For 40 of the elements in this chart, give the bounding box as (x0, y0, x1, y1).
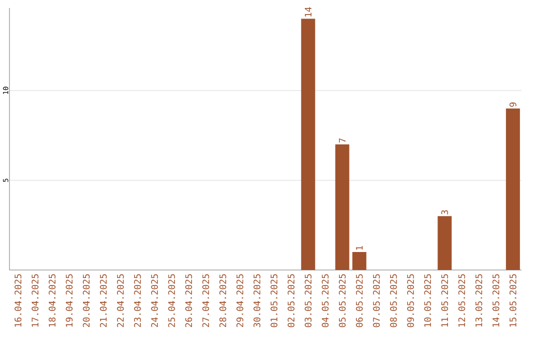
data-label: 7 (338, 138, 346, 143)
x-tick-label: 07.05.2025 (373, 274, 380, 328)
x-tick-label: 29.04.2025 (236, 274, 244, 328)
data-label: 1 (356, 246, 363, 250)
bar (335, 144, 350, 270)
x-tick-label: 02.05.2025 (288, 274, 294, 328)
x-tick-label: 04.05.2025 (322, 274, 329, 328)
x-tick-label: 30.04.2025 (254, 274, 260, 328)
x-tick-label: 09.05.2025 (407, 274, 414, 328)
x-tick-label: 28.04.2025 (219, 274, 226, 328)
x-tick-label: 25.04.2025 (168, 274, 176, 328)
x-tick-label: 15.05.2025 (510, 274, 516, 327)
x-tick-label: 13.05.2025 (475, 274, 482, 327)
bar (506, 108, 520, 270)
x-tick-label: 03.05.2025 (304, 274, 312, 328)
x-tick-label: 20.04.2025 (82, 274, 90, 328)
data-label: 9 (510, 102, 516, 107)
bar (352, 252, 366, 270)
x-tick-label: 11.05.2025 (441, 274, 448, 327)
bar (301, 18, 316, 270)
x-tick-label: 17.04.2025 (32, 274, 38, 327)
x-tick-label: 08.05.2025 (390, 274, 397, 328)
data-label: 14 (304, 7, 312, 16)
x-tick-label: 23.04.2025 (134, 274, 141, 328)
x-tick-label: 21.04.2025 (100, 274, 107, 328)
x-tick-label: 19.04.2025 (66, 274, 73, 327)
bar (438, 216, 452, 270)
data-label: 3 (441, 210, 448, 214)
x-tick-label: 14.05.2025 (492, 274, 500, 327)
x-tick-label: 22.04.2025 (116, 274, 124, 328)
x-tick-label: 06.05.2025 (356, 274, 363, 328)
x-tick-label: 05.05.2025 (338, 274, 346, 328)
x-tick-label: 18.04.2025 (48, 274, 56, 327)
x-tick-label: 26.04.2025 (185, 274, 192, 328)
x-tick-label: 10.05.2025 (424, 274, 432, 327)
x-tick-label: 12.05.2025 (458, 274, 466, 327)
x-tick-label: 27.04.2025 (202, 274, 210, 328)
x-tick-label: 24.04.2025 (151, 274, 158, 328)
x-tick-label: 01.05.2025 (270, 274, 278, 328)
x-tick-label: 16.04.2025 (14, 274, 22, 327)
